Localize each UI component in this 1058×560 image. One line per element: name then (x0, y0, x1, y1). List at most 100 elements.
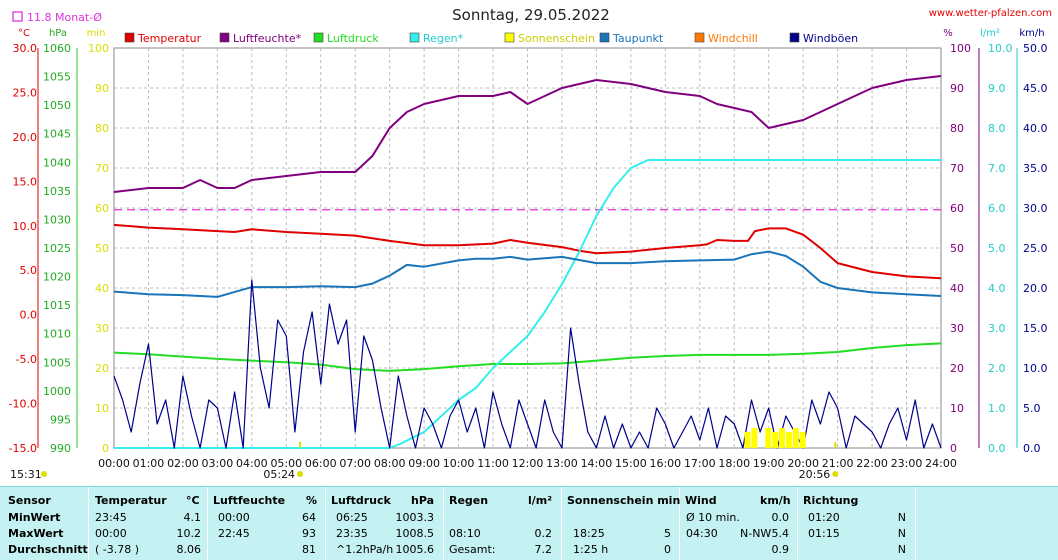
tick-label: 20 (950, 362, 964, 375)
x-tick-label: 12:00 (512, 457, 544, 470)
x-tick-label: 17:00 (684, 457, 716, 470)
legend-swatch (599, 32, 610, 43)
tick-label: 20 (95, 362, 109, 375)
tick-label: 45.0 (1023, 82, 1048, 95)
month-avg-label: 11.8 Monat-Ø (27, 11, 102, 24)
sun-icon (41, 471, 47, 477)
tick-label: 1045 (43, 128, 71, 141)
tick-label: 70 (95, 162, 109, 175)
header-direction: Richtung (803, 494, 859, 507)
stats-cell-sun-v: 0 (664, 543, 671, 556)
header-wind: Wind (685, 494, 717, 507)
tick-label: 9.0 (988, 82, 1006, 95)
sunshine-bar (785, 432, 792, 448)
tick-label: 15.0 (13, 175, 38, 188)
series-line-dewpoint (113, 250, 942, 298)
tick-label: 1025 (43, 242, 71, 255)
stats-cell-press-t: ^1.2hPa/h (336, 543, 394, 556)
tick-label: 25.0 (13, 86, 38, 99)
tick-label: 1035 (43, 185, 71, 198)
site-link[interactable]: www.wetter-pfalzen.com (929, 8, 1052, 19)
tick-label: 1015 (43, 299, 71, 312)
series-line-humidity (113, 75, 942, 193)
legend-label: Sonnenschein (518, 32, 595, 45)
x-tick-label: 19:00 (753, 457, 785, 470)
stats-cell-dir-v: N (897, 543, 906, 556)
stats-row: MaxWert 00:00 10.2 22:45 93 23:35 1008.5 08:10 0… (0, 527, 1058, 543)
unit-label: l/m² (980, 28, 1000, 39)
header-pressure: Luftdruck (331, 494, 391, 507)
tick-label: 50.0 (1023, 42, 1048, 55)
stats-cell-press-t: 06:25 (336, 511, 368, 524)
stats-cell-wind-t: 04:30 (686, 527, 718, 540)
sunrise-icon (297, 471, 304, 477)
tick-label: 1000 (43, 385, 71, 398)
sunset-label: 20:56 (799, 468, 831, 481)
column-divider (88, 487, 89, 560)
stats-row-label: Durchschnitt (8, 543, 88, 556)
tick-label: 50 (95, 242, 109, 255)
sunshine-bar (799, 432, 806, 448)
stats-cell-dir-v: N (897, 527, 906, 540)
tick-label: 1040 (43, 156, 71, 169)
header-rain: Regen (449, 494, 489, 507)
sunset-icon (832, 471, 839, 477)
weather-chart: Sonntag, 29.05.2022 www.wetter-pfalzen.c… (8, 6, 1052, 481)
tick-label: 995 (50, 413, 71, 426)
unit-label: hPa (49, 28, 67, 39)
legend-label: Taupunkt (612, 32, 664, 45)
x-tick-label: 02:00 (167, 457, 199, 470)
legend-swatch (219, 32, 230, 43)
column-divider (679, 487, 680, 560)
tick-label: 40 (95, 282, 109, 295)
tick-label: 30.0 (13, 42, 38, 55)
tick-label: 90 (950, 82, 964, 95)
tick-label: 1005 (43, 356, 71, 369)
stats-cell-hum-v: 81 (302, 543, 316, 556)
sunshine-bar (765, 428, 772, 448)
tick-label: 990 (50, 442, 71, 455)
stats-cell-wind-d: N-NW (740, 527, 772, 540)
legend-label: Luftfeuchte* (233, 32, 302, 45)
x-tick-label: 16:00 (649, 457, 681, 470)
column-divider (443, 487, 444, 560)
tick-label: 1010 (43, 328, 71, 341)
column-divider (797, 487, 798, 560)
tick-label: 1.0 (988, 402, 1006, 415)
stats-cell-wind-t: Ø 10 min. (686, 511, 740, 524)
legend-label: Regen* (423, 32, 464, 45)
header-humidity-unit: % (306, 494, 318, 507)
x-tick-label: 21:00 (822, 457, 854, 470)
tick-label: 1055 (43, 71, 71, 84)
grid (113, 47, 942, 449)
legend-label: Temperatur (137, 32, 202, 45)
x-tick-label: 11:00 (477, 457, 509, 470)
tick-label: -10.0 (9, 398, 37, 411)
column-divider (325, 487, 326, 560)
unit-label: min (87, 28, 106, 39)
tick-label: 30 (950, 322, 964, 335)
header-temperature-unit: °C (186, 494, 200, 507)
stats-cell-press-v: 1003.3 (395, 511, 435, 524)
x-tick-label: 03:00 (202, 457, 234, 470)
axes: 30.0 25.0 20.0 15.0 10.0 5.0 0.0 -5.0 -10.0 -15.0… (9, 42, 1048, 470)
tick-label: 6.0 (988, 202, 1006, 215)
stats-cell-hum-t: 00:00 (218, 511, 250, 524)
stats-cell-dir-v: N (897, 511, 906, 524)
stats-cell-dir-t: 01:15 (808, 527, 840, 540)
tick-label: 1030 (43, 213, 71, 226)
axis-units: °C hPa min% l/m² km/h (18, 28, 1045, 39)
x-tick-label: 22:00 (856, 457, 888, 470)
tick-label: 25.0 (1023, 242, 1048, 255)
stats-cell-hum-v: 93 (302, 527, 316, 540)
stats-cell-hum-v: 64 (302, 511, 316, 524)
tick-label: 0 (102, 442, 109, 455)
stats-row: Durchschnitt ( -3.78 ) 8.06 81 ^1.2hPa/h 1005… (0, 543, 1058, 559)
x-tick-label: 07:00 (339, 457, 371, 470)
tick-label: 3.0 (988, 322, 1006, 335)
tick-label: 1060 (43, 42, 71, 55)
legend-label: Windchill (708, 32, 758, 45)
legend-swatch (694, 32, 705, 43)
stats-cell-rain-v: 0.2 (534, 527, 553, 540)
x-tick-label: 00:00 (98, 457, 130, 470)
